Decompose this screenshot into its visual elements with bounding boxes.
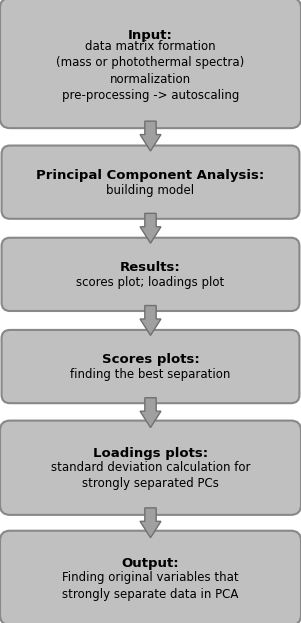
Text: Loadings plots:: Loadings plots: [93,447,208,460]
FancyBboxPatch shape [2,330,299,403]
FancyBboxPatch shape [2,146,299,219]
Text: Principal Component Analysis:: Principal Component Analysis: [36,169,265,182]
Text: building model: building model [107,184,194,197]
Polygon shape [140,213,161,243]
Polygon shape [140,305,161,335]
Text: Input:: Input: [128,29,173,42]
Text: Output:: Output: [122,558,179,571]
Text: standard deviation calculation for
strongly separated PCs: standard deviation calculation for stron… [51,461,250,490]
Polygon shape [140,508,161,538]
Polygon shape [140,121,161,151]
Text: data matrix formation
(mass or photothermal spectra)
normalization
pre-processin: data matrix formation (mass or photother… [56,40,245,102]
FancyBboxPatch shape [0,531,301,623]
Text: finding the best separation: finding the best separation [70,368,231,381]
FancyBboxPatch shape [2,238,299,311]
FancyBboxPatch shape [0,421,301,515]
Polygon shape [140,397,161,427]
Text: scores plot; loadings plot: scores plot; loadings plot [76,276,225,289]
Text: Finding original variables that
strongly separate data in PCA: Finding original variables that strongly… [62,571,239,601]
Text: Scores plots:: Scores plots: [102,353,199,366]
FancyBboxPatch shape [0,0,301,128]
Text: Results:: Results: [120,261,181,274]
